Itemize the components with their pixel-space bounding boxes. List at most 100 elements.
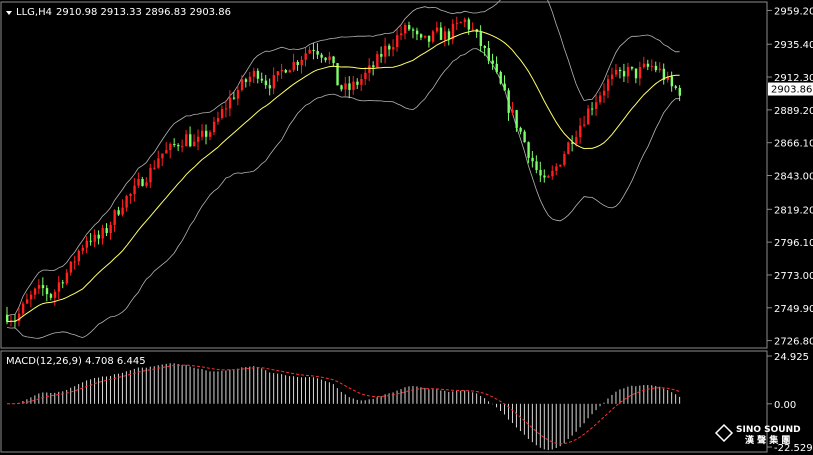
candle-body xyxy=(208,132,212,137)
candle-body xyxy=(340,85,343,90)
candle-body xyxy=(407,25,411,30)
candle-body xyxy=(523,131,526,143)
candle-body xyxy=(610,74,614,80)
candle-body xyxy=(336,63,339,86)
candle-body xyxy=(419,34,423,38)
candle-body xyxy=(320,54,323,58)
candle-body xyxy=(599,95,602,103)
candle-body xyxy=(368,65,371,73)
dropdown-triangle-icon[interactable] xyxy=(6,11,12,15)
macd-histogram xyxy=(7,363,681,451)
candle-body xyxy=(33,288,37,295)
candle-body xyxy=(495,63,498,72)
candle-body xyxy=(153,167,156,169)
candle-body xyxy=(137,179,140,186)
candle-body xyxy=(352,81,355,90)
candle-body xyxy=(300,59,303,66)
candle-body xyxy=(49,294,53,298)
candle-body xyxy=(280,70,284,72)
price-tick-label: 2866.10 xyxy=(774,139,813,150)
candle-body xyxy=(587,108,590,125)
candle-body xyxy=(662,68,666,80)
candle-body xyxy=(344,83,347,90)
candle-body xyxy=(618,69,622,72)
candle-body xyxy=(606,79,610,91)
candle-body xyxy=(264,80,268,86)
candle-body xyxy=(248,76,252,82)
candle-body xyxy=(77,250,81,262)
candle-body xyxy=(308,49,311,54)
current-price-label: 2903.86 xyxy=(771,85,812,96)
candle-body xyxy=(630,66,634,69)
diamond-logo-icon xyxy=(714,423,734,443)
candle-body xyxy=(65,272,69,284)
candle-body xyxy=(125,195,128,208)
candle-body xyxy=(650,65,654,67)
current-price-box xyxy=(768,82,813,96)
watermark-sub: 漢 聲 集 團 xyxy=(745,434,790,446)
candle-body xyxy=(6,314,9,322)
candle-body xyxy=(169,143,172,151)
candle-body xyxy=(535,161,538,171)
candle-body xyxy=(105,228,108,233)
candle-body xyxy=(149,168,152,183)
candle-body xyxy=(185,134,188,147)
candle-body xyxy=(376,54,379,68)
candle-body xyxy=(348,83,351,90)
candle-body xyxy=(571,142,574,144)
candle-body xyxy=(328,56,331,61)
candle-body xyxy=(81,247,85,251)
candle-body xyxy=(595,102,598,109)
candle-body xyxy=(272,75,276,89)
price-tick-label: 2796.10 xyxy=(774,238,813,249)
candle-body xyxy=(372,65,375,68)
candle-body xyxy=(260,78,264,81)
candle-body xyxy=(165,150,168,154)
ma-line xyxy=(6,30,680,323)
candle-body xyxy=(268,85,272,89)
candle-body xyxy=(411,29,415,31)
candle-body xyxy=(360,78,363,85)
candle-body xyxy=(479,31,483,46)
candle-body xyxy=(89,240,92,242)
candle-body xyxy=(113,210,116,225)
moving-average xyxy=(6,30,680,323)
candle-body xyxy=(292,61,295,71)
candle-body xyxy=(145,182,148,186)
candle-body xyxy=(443,31,447,40)
candle-body xyxy=(674,86,678,88)
candle-body xyxy=(189,134,192,147)
candle-body xyxy=(455,22,459,24)
chart-symbol: LLG,H4 xyxy=(16,7,52,18)
upper-band-line xyxy=(6,0,680,317)
candle-body xyxy=(527,142,530,158)
candle-body xyxy=(491,60,494,64)
candle-body xyxy=(25,299,29,304)
candle-body xyxy=(547,176,550,178)
candle-body xyxy=(380,54,383,57)
macd-signal-line xyxy=(7,364,680,445)
candle-body xyxy=(415,30,419,35)
price-tick-label: 2749.90 xyxy=(774,304,813,315)
candle-body xyxy=(392,47,395,50)
macd-tick-label: 0.00 xyxy=(774,400,796,411)
candle-body xyxy=(197,136,200,142)
candle-body xyxy=(45,288,49,295)
bollinger-bands xyxy=(6,0,680,339)
candle-body xyxy=(519,127,522,132)
candlesticks xyxy=(6,16,682,328)
candle-body xyxy=(157,158,160,168)
candle-body xyxy=(316,51,319,55)
candle-body xyxy=(626,66,630,77)
price-tick-label: 2819.20 xyxy=(774,205,813,216)
candle-body xyxy=(85,240,88,248)
candle-body xyxy=(515,110,518,128)
candle-body xyxy=(666,76,670,80)
candle-body xyxy=(400,33,403,36)
candle-body xyxy=(483,45,486,48)
candle-body xyxy=(396,35,399,48)
macd-axis: 24.925 0.00 -22.529 xyxy=(767,352,813,454)
candle-body xyxy=(423,35,427,38)
candle-body xyxy=(404,25,407,34)
